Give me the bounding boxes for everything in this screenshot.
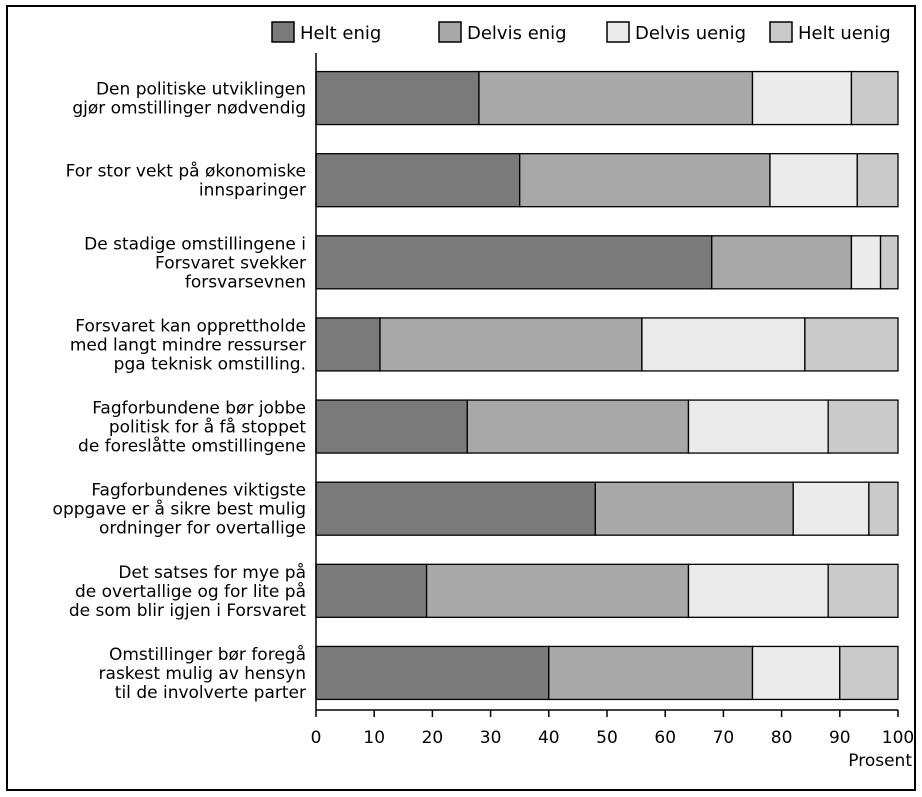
- bars: [315, 70, 899, 701]
- category-label-line: oppgave er å sikre best mulig: [53, 499, 306, 520]
- category-label: De stadige omstillingene i Forsvaret svek…: [84, 234, 306, 292]
- bar-segment: [315, 317, 381, 372]
- category-labels: Den politiske utviklingen gjør omstilling…: [53, 80, 307, 703]
- category-label: Den politiske utviklingen gjør omstilling…: [72, 80, 306, 119]
- x-axis-label: Prosent: [848, 751, 912, 771]
- bar-segment: [594, 481, 794, 536]
- category-label-line: innsparinger: [199, 181, 306, 201]
- category-label-line: Forsvaret kan opprettholde: [75, 316, 306, 336]
- x-axis-ticks: 0 10 20 30 40 50 60 70 80 90 100: [311, 710, 914, 748]
- legend-swatch: [271, 21, 295, 43]
- bar-segment: [839, 645, 899, 701]
- legend-label: Helt enig: [300, 23, 381, 44]
- category-label-line: til de involverte parter: [115, 683, 306, 703]
- bar-segment: [315, 153, 521, 208]
- category-label-line: ordninger for overtallige: [99, 519, 306, 539]
- bar-segment: [850, 70, 899, 126]
- bar-segment: [315, 399, 468, 454]
- category-label-line: politisk for å få stoppet: [109, 417, 307, 438]
- bar-segment: [868, 481, 899, 536]
- bar-segment: [879, 235, 899, 290]
- bar-segment: [315, 563, 428, 618]
- x-tick-label: 70: [713, 728, 735, 748]
- legend-swatch: [438, 21, 462, 43]
- legend-swatch: [606, 21, 630, 43]
- x-tick-label: 10: [363, 728, 385, 748]
- bar-segment: [751, 70, 853, 126]
- category-label-line: pga teknisk omstilling.: [114, 354, 306, 374]
- category-label-line: gjør omstillinger nødvendig: [72, 99, 306, 119]
- category-label: Forsvaret kan opprettholde med langt mind…: [70, 316, 306, 374]
- x-tick-label: 0: [311, 728, 322, 748]
- category-label: Omstillinger bør foregå raskest mulig av …: [99, 644, 306, 703]
- x-tick-label: 20: [422, 728, 444, 748]
- category-label-line: forsvarsevnen: [185, 272, 306, 292]
- category-label-line: de foreslåtte omstillingene: [78, 436, 306, 457]
- bar-segment: [641, 317, 806, 372]
- x-tick-label: 40: [538, 728, 560, 748]
- category-label-line: de som blir igjen i Forsvaret: [69, 601, 306, 621]
- category-label: Det satses for mye på de overtallige og f…: [69, 562, 306, 621]
- bar-segment: [548, 645, 754, 701]
- category-label: Fagforbundene bør jobbe politisk for å få…: [78, 399, 306, 457]
- category-label-line: raskest mulig av hensyn: [99, 664, 306, 684]
- category-label-line: Det satses for mye på: [118, 562, 306, 583]
- legend-label: Helt uenig: [798, 23, 891, 44]
- bar-segment: [769, 153, 858, 208]
- bar-segment: [315, 481, 597, 536]
- category-label-line: de overtallige og for lite på: [75, 581, 306, 602]
- bar-segment: [687, 563, 829, 618]
- category-label-line: Forsvaret svekker: [155, 253, 306, 273]
- x-tick-label: 60: [654, 728, 676, 748]
- bar-segment: [751, 645, 841, 701]
- legend: Helt enig Delvis enig Delvis uenig Helt uen…: [271, 21, 891, 44]
- bar-segment: [315, 645, 550, 701]
- bar-segment: [425, 563, 690, 618]
- bar-segment: [379, 317, 643, 372]
- x-tick-label: 100: [882, 728, 914, 748]
- category-label: Fagforbundenes viktigste oppgave er å sik…: [53, 481, 306, 539]
- bar-segment: [856, 153, 899, 208]
- x-tick-label: 80: [771, 728, 793, 748]
- category-label-line: Fagforbundene bør jobbe: [92, 399, 306, 419]
- bar-segment: [711, 235, 853, 290]
- legend-swatch: [769, 21, 793, 43]
- bar-segment: [466, 399, 690, 454]
- bar-segment: [687, 399, 829, 454]
- category-label-line: Den politiske utviklingen: [96, 80, 306, 100]
- bar-segment: [478, 70, 754, 126]
- x-tick-label: 30: [480, 728, 502, 748]
- category-label-line: De stadige omstillingene i: [84, 234, 306, 254]
- category-label: For stor vekt på økonomiske innsparinger: [66, 161, 306, 201]
- bar-segment: [519, 153, 771, 208]
- x-tick-label: 50: [596, 728, 618, 748]
- bar-segment: [792, 481, 870, 536]
- category-label-line: med langt mindre ressurser: [70, 335, 306, 355]
- category-label-line: Fagforbundenes viktigste: [91, 481, 306, 501]
- bar-segment: [850, 235, 882, 290]
- x-tick-label: 90: [829, 728, 851, 748]
- legend-label: Delvis enig: [467, 23, 567, 44]
- category-label-line: Omstillinger bør foregå: [109, 644, 306, 665]
- category-label-line: For stor vekt på økonomiske: [66, 161, 306, 182]
- legend-label: Delvis uenig: [635, 23, 746, 44]
- bar-segment: [827, 563, 899, 618]
- bar-segment: [804, 317, 899, 372]
- bar-segment: [827, 399, 899, 454]
- bar-segment: [315, 235, 713, 290]
- bar-segment: [315, 70, 480, 126]
